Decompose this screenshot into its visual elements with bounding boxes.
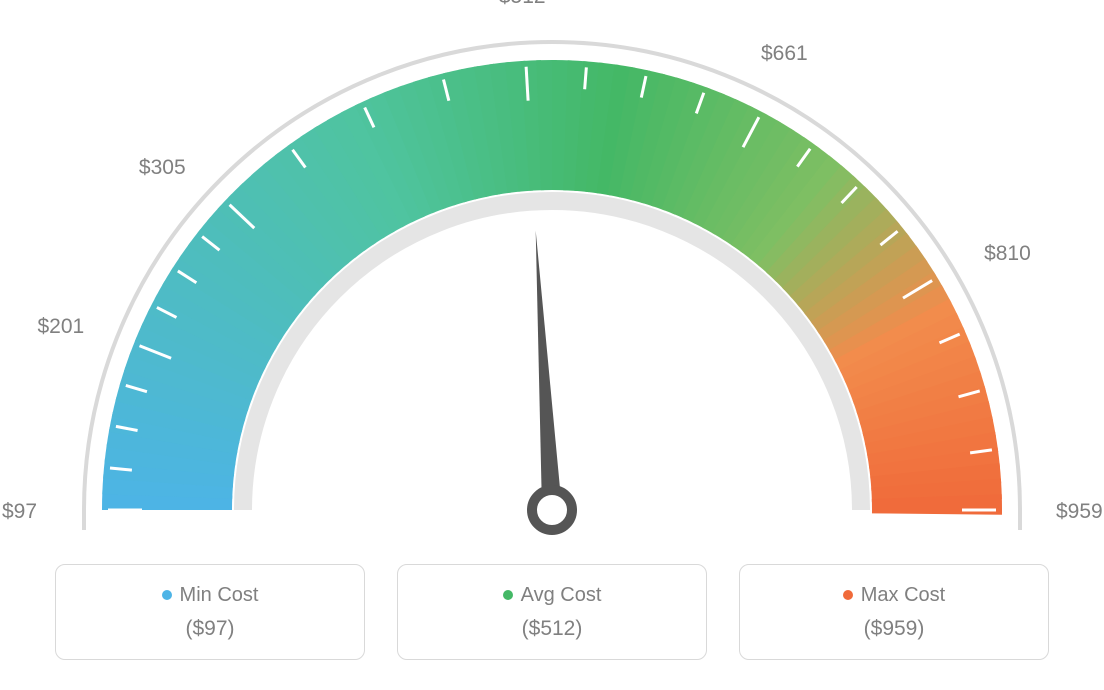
legend-card: Max Cost ($959) bbox=[739, 564, 1049, 660]
gauge-needle bbox=[536, 230, 562, 510]
legend-label-row: Avg Cost bbox=[503, 584, 602, 607]
legend-value: ($959) bbox=[864, 617, 925, 641]
legend-dot-icon bbox=[843, 590, 853, 600]
cost-gauge: $97$201$305$512$661$810$959 bbox=[52, 20, 1052, 540]
legend-row: Min Cost ($97) Avg Cost ($512) Max Cost ($959… bbox=[55, 564, 1049, 660]
legend-dot-icon bbox=[162, 590, 172, 600]
tick-label: $810 bbox=[984, 242, 1031, 266]
legend-label: Avg Cost bbox=[521, 584, 602, 607]
tick-label: $97 bbox=[2, 500, 37, 524]
tick-label: $661 bbox=[761, 42, 808, 66]
legend-label: Min Cost bbox=[180, 584, 259, 607]
tick-label: $959 bbox=[1056, 500, 1103, 524]
legend-label-row: Max Cost bbox=[843, 584, 945, 607]
legend-card: Min Cost ($97) bbox=[55, 564, 365, 660]
legend-card: Avg Cost ($512) bbox=[397, 564, 707, 660]
legend-dot-icon bbox=[503, 590, 513, 600]
legend-label-row: Min Cost bbox=[162, 584, 259, 607]
tick-label: $305 bbox=[139, 156, 186, 180]
legend-value: ($97) bbox=[185, 617, 234, 641]
legend-value: ($512) bbox=[522, 617, 583, 641]
tick-label: $201 bbox=[38, 315, 85, 339]
legend-label: Max Cost bbox=[861, 584, 945, 607]
tick-label: $512 bbox=[499, 0, 546, 9]
gauge-svg bbox=[52, 20, 1052, 540]
gauge-hub bbox=[532, 490, 572, 530]
